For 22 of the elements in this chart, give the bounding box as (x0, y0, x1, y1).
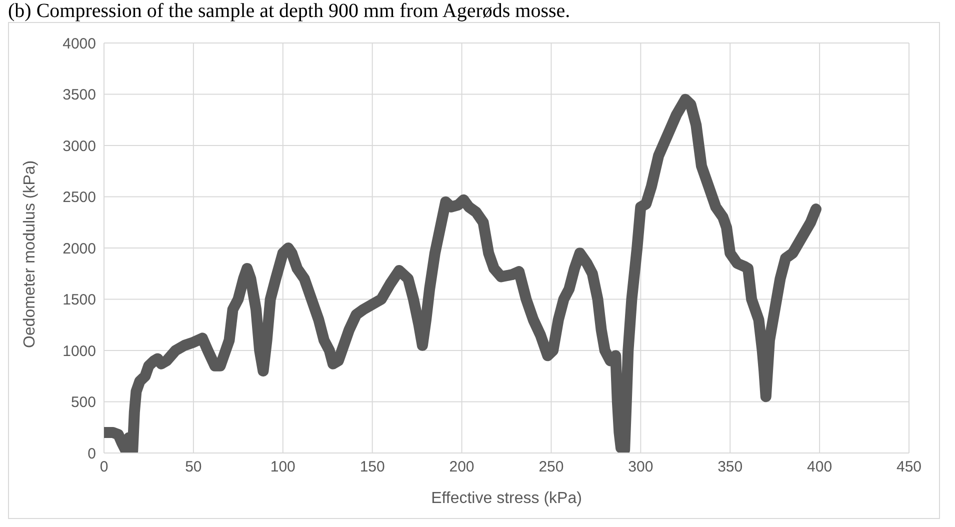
x-tick-label: 400 (807, 458, 832, 476)
y-tick-label: 0 (88, 445, 96, 462)
y-tick-label: 1500 (62, 292, 96, 309)
x-tick-label: 450 (896, 458, 922, 476)
x-tick-label: 250 (538, 458, 564, 476)
y-tick-label: 2000 (62, 240, 96, 258)
y-tick-label: 500 (70, 394, 96, 412)
x-axis-title: Effective stress (kPa) (431, 490, 582, 507)
x-tick-label: 100 (270, 458, 296, 476)
x-tick-label: 0 (100, 458, 108, 476)
chart-title: (b) Compression of the sample at depth 900 mm from Agerøds mosse. (8, 0, 572, 22)
x-tick-label: 300 (628, 458, 654, 476)
x-tick-label: 150 (360, 458, 385, 476)
x-tick-label: 200 (449, 458, 474, 476)
y-tick-label: 2500 (62, 189, 96, 206)
y-tick-label: 4000 (62, 35, 96, 52)
y-tick-label: 3500 (62, 86, 96, 104)
x-tick-label: 350 (718, 458, 743, 476)
y-axis-title: Oedometer modulus (kPa) (22, 160, 39, 348)
y-tick-label: 3000 (62, 138, 96, 155)
y-tick-label: 1000 (62, 342, 96, 360)
x-tick-label: 50 (185, 458, 202, 476)
